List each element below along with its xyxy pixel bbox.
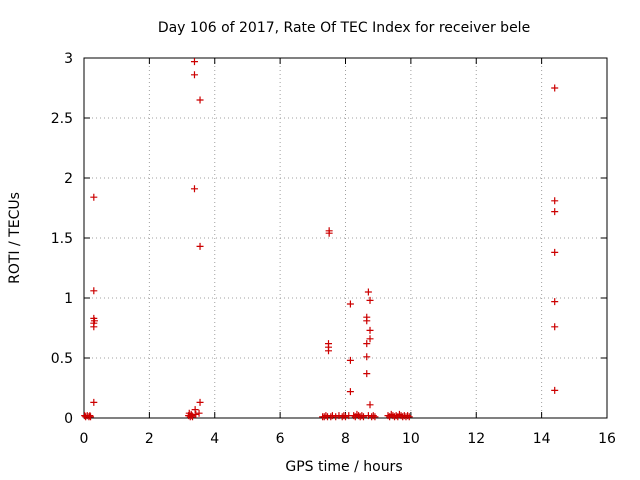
grid-lines	[84, 58, 607, 418]
data-point	[366, 335, 374, 343]
data-point	[551, 197, 559, 205]
data-point	[90, 193, 98, 201]
x-axis-label: GPS time / hours	[285, 459, 402, 475]
y-tick-label: 0	[64, 411, 73, 427]
data-point	[366, 296, 374, 304]
data-point	[359, 413, 367, 421]
data-point	[90, 398, 98, 406]
y-tick-label: 2.5	[51, 111, 73, 127]
data-point	[191, 406, 199, 414]
data-point	[196, 96, 204, 104]
y-tick-label: 0.5	[51, 351, 73, 367]
data-point	[551, 386, 559, 394]
data-point	[551, 248, 559, 256]
x-tick-label: 16	[598, 431, 616, 447]
x-tick-label: 8	[341, 431, 350, 447]
data-point	[342, 413, 349, 421]
y-tick-label: 3	[64, 51, 73, 67]
data-point	[405, 413, 413, 421]
data-point	[551, 208, 559, 216]
x-tick-label: 12	[467, 431, 485, 447]
y-tick-label: 1	[64, 291, 73, 307]
data-point	[371, 413, 379, 421]
x-tick-label: 2	[145, 431, 154, 447]
data-point	[366, 401, 374, 409]
chart-title: Day 106 of 2017, Rate Of TEC Index for r…	[158, 20, 530, 36]
data-point	[195, 409, 203, 417]
data-point	[346, 300, 354, 308]
data-point	[363, 353, 371, 361]
data-point	[332, 413, 340, 421]
data-points	[81, 58, 559, 421]
data-point	[90, 287, 98, 295]
data-point	[322, 412, 330, 420]
data-point	[363, 340, 371, 348]
data-point	[190, 71, 198, 79]
data-point	[364, 288, 372, 296]
y-tick-label: 1.5	[51, 231, 73, 247]
data-point	[551, 298, 559, 306]
data-point	[369, 412, 377, 420]
data-point	[363, 317, 371, 325]
x-tick-label: 6	[276, 431, 285, 447]
data-point	[328, 412, 336, 420]
data-point	[325, 347, 333, 355]
data-point	[190, 185, 198, 193]
data-point	[325, 229, 333, 237]
data-point	[551, 323, 559, 331]
data-point	[358, 412, 366, 420]
data-point	[196, 398, 204, 406]
data-point	[86, 412, 94, 420]
axis-ticks: 0 2 4 6 8 10 12 14 16 0 0.5 1 1.5 2 2.5 3	[51, 51, 616, 447]
x-tick-label: 10	[402, 431, 420, 447]
data-point	[196, 242, 204, 250]
data-point	[551, 84, 559, 92]
data-point	[90, 323, 98, 331]
data-point	[404, 412, 412, 420]
data-point	[190, 58, 198, 66]
data-point	[366, 326, 374, 334]
data-point	[346, 356, 354, 364]
data-point	[188, 412, 196, 420]
y-axis-label: ROTI / TECUs	[7, 192, 23, 284]
data-point	[87, 413, 95, 421]
x-tick-label: 4	[210, 431, 219, 447]
x-tick-label: 14	[533, 431, 551, 447]
x-tick-label: 0	[80, 431, 89, 447]
data-point	[346, 388, 354, 396]
data-point	[363, 370, 371, 378]
data-point	[192, 410, 200, 418]
y-tick-label: 2	[64, 171, 73, 187]
